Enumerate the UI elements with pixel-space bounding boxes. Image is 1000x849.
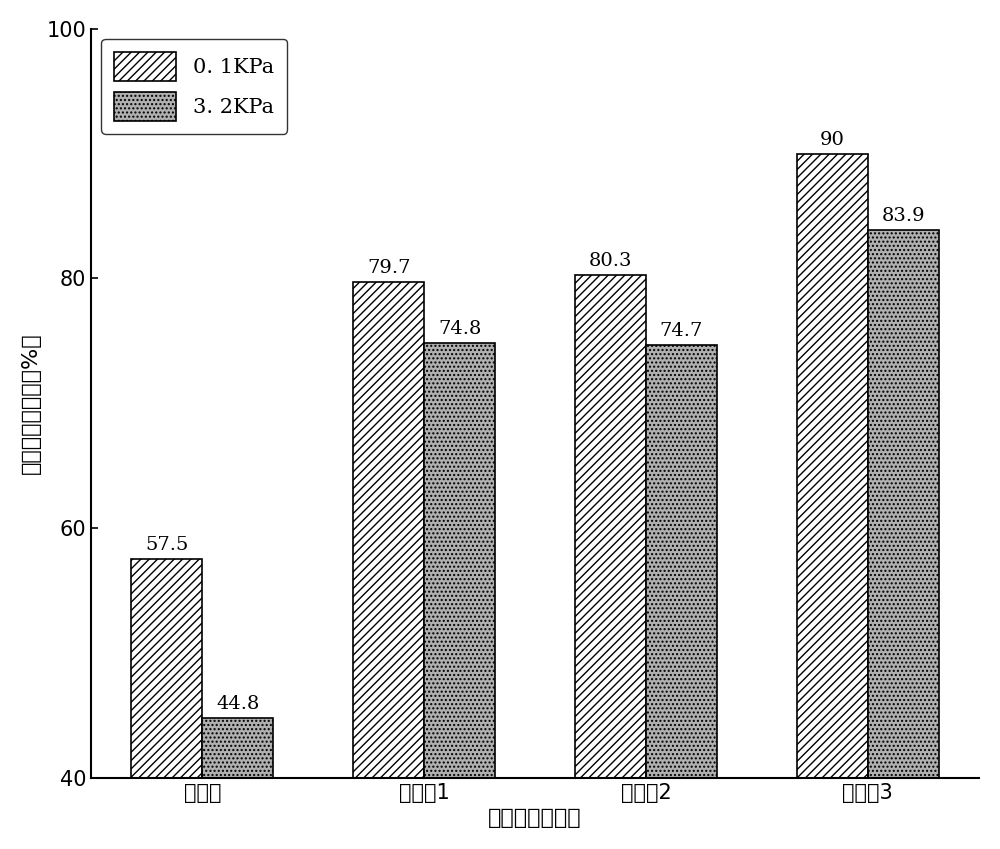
Bar xyxy=(646,345,717,849)
Text: 79.7: 79.7 xyxy=(367,259,410,278)
Y-axis label: 平均应变恢复率（%）: 平均应变恢复率（%） xyxy=(21,333,41,474)
Bar xyxy=(575,275,646,849)
Text: 90: 90 xyxy=(820,131,845,149)
Text: 74.7: 74.7 xyxy=(660,322,703,340)
Bar xyxy=(868,230,939,849)
Bar xyxy=(424,343,495,849)
Bar xyxy=(202,718,273,849)
Text: 44.8: 44.8 xyxy=(216,694,260,713)
Text: 80.3: 80.3 xyxy=(589,252,632,270)
Legend: 0. 1KPa, 3. 2KPa: 0. 1KPa, 3. 2KPa xyxy=(101,39,287,133)
Text: 57.5: 57.5 xyxy=(145,537,189,554)
Bar xyxy=(353,282,424,849)
Text: 74.8: 74.8 xyxy=(438,320,481,339)
Bar xyxy=(797,154,868,849)
Text: 83.9: 83.9 xyxy=(881,207,925,225)
X-axis label: 雾封层材料类别: 雾封层材料类别 xyxy=(488,808,582,828)
Bar xyxy=(131,559,202,849)
